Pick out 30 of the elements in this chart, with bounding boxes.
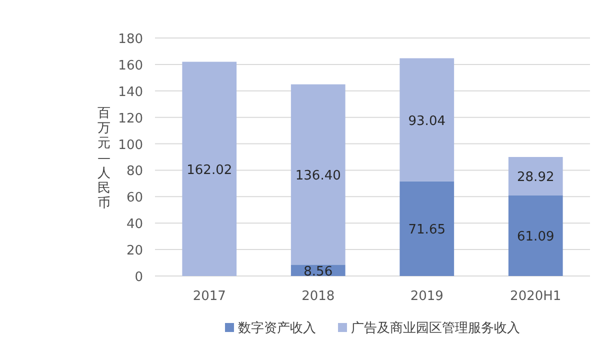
y-tick-label: 180 [118,32,143,47]
legend-label: 数字资产收入 [238,320,316,336]
y-tick-label: 60 [126,190,143,206]
data-label: 71.65 [408,222,446,238]
bar [508,195,563,276]
x-tick-label: 2020H1 [510,289,562,304]
y-tick-label: 160 [118,58,143,74]
data-label: 93.04 [408,114,446,129]
x-tick-label: 2017 [192,289,226,304]
y-tick-label: 120 [118,111,143,126]
data-label: 162.02 [186,162,232,178]
y-tick-label: 140 [118,84,143,100]
bar [508,156,563,196]
y-tick-label: 80 [126,164,143,180]
x-tick-label: 2018 [302,289,335,304]
bar [290,84,346,265]
data-label: 8.56 [304,264,333,280]
bar [182,62,237,276]
y-axis-title: 百万元—人民币 [98,106,110,211]
bar [400,181,454,276]
data-label: 28.92 [517,170,554,186]
y-tick-label: 20 [126,244,143,259]
data-label: 61.09 [517,230,554,245]
x-tick-label: 2019 [410,289,444,304]
y-tick-label: 100 [118,138,143,153]
legend-label: 广告及商业园区管理服务收入 [351,321,520,336]
y-tick-label: 40 [126,217,143,232]
bar [400,58,454,182]
y-tick-label: 0 [134,270,143,285]
data-label: 136.40 [295,168,341,184]
